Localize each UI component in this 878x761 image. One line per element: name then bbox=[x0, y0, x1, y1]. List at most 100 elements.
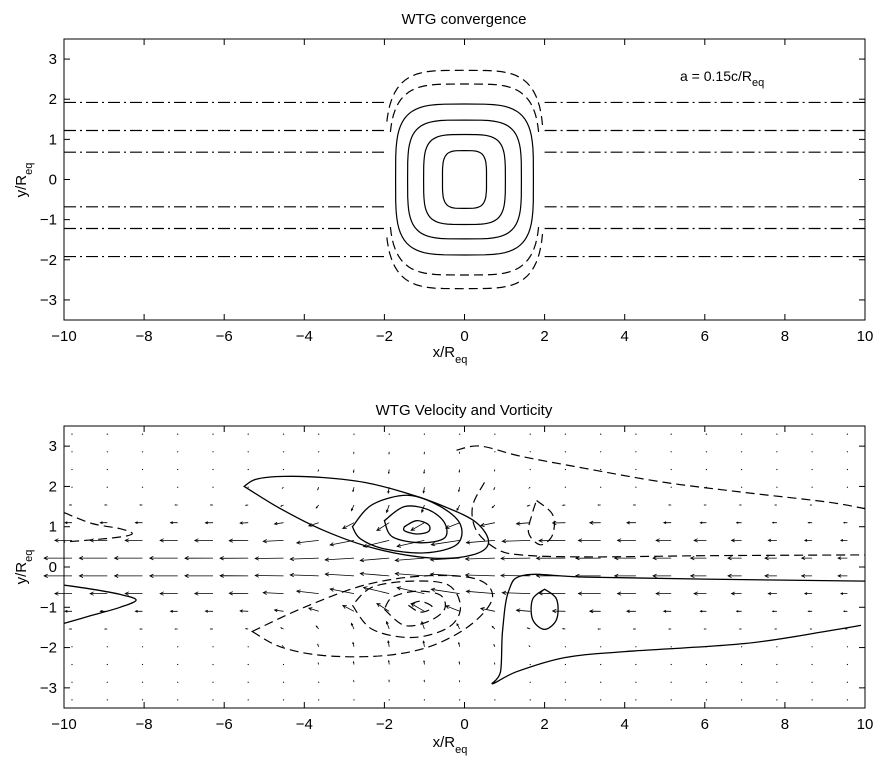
velocity-vector bbox=[458, 679, 461, 683]
y-tick-label: 0 bbox=[49, 559, 57, 576]
velocity-vector bbox=[247, 486, 249, 488]
velocity-vector bbox=[528, 645, 531, 648]
velocity-vector bbox=[134, 609, 143, 613]
velocity-vector bbox=[811, 433, 813, 435]
velocity-vector bbox=[811, 699, 813, 701]
velocity-vector bbox=[600, 663, 602, 666]
velocity-vector bbox=[600, 433, 602, 435]
velocity-vector bbox=[219, 556, 249, 561]
velocity-vector bbox=[159, 591, 178, 596]
x-tick-label: −8 bbox=[136, 716, 153, 733]
velocity-vector bbox=[600, 681, 602, 683]
velocity-vector bbox=[53, 591, 72, 596]
velocity-vector bbox=[635, 663, 637, 666]
velocity-vector bbox=[662, 609, 672, 613]
contour-line bbox=[63, 584, 137, 625]
velocity-vector bbox=[318, 451, 320, 453]
velocity-vector bbox=[561, 504, 566, 506]
velocity-vector bbox=[239, 609, 249, 613]
velocity-vector bbox=[741, 468, 743, 471]
y-tick-label: 3 bbox=[49, 438, 57, 455]
velocity-vector bbox=[169, 521, 178, 525]
velocity-vector bbox=[564, 699, 567, 701]
velocity-vector bbox=[811, 663, 813, 666]
y-axis-label-subscript: eq bbox=[23, 550, 35, 562]
contour-line bbox=[351, 580, 462, 639]
velocity-vector bbox=[71, 468, 73, 471]
velocity-vector bbox=[705, 699, 708, 701]
annotation-text: a = 0.15c/R bbox=[680, 68, 752, 84]
velocity-vector bbox=[538, 538, 566, 543]
velocity-vector bbox=[387, 640, 390, 647]
velocity-vector bbox=[564, 681, 567, 683]
contour-line bbox=[63, 512, 133, 543]
velocity-vector bbox=[670, 486, 672, 488]
velocity-vector bbox=[529, 451, 531, 453]
x-axis-label-text: x/R bbox=[433, 344, 456, 361]
velocity-vector bbox=[174, 628, 178, 630]
velocity-vector bbox=[491, 625, 496, 630]
axes-frame bbox=[63, 425, 866, 709]
velocity-vector bbox=[705, 451, 708, 453]
velocity-vector bbox=[141, 486, 144, 488]
x-tick-label: 6 bbox=[701, 328, 709, 345]
velocity-vector bbox=[444, 522, 460, 529]
velocity-vector bbox=[809, 628, 813, 630]
velocity-vector bbox=[670, 451, 672, 453]
velocity-vector bbox=[106, 433, 108, 435]
velocity-vector bbox=[464, 573, 495, 578]
velocity-vector bbox=[282, 468, 285, 471]
velocity-vector bbox=[735, 521, 742, 524]
svg-text:a = 0.15c/Req: a = 0.15c/Req bbox=[680, 68, 764, 89]
velocity-vector bbox=[280, 504, 284, 507]
velocity-vector bbox=[318, 699, 320, 701]
velocity-vector bbox=[104, 628, 108, 630]
velocity-vector bbox=[635, 699, 637, 701]
velocity-vector bbox=[741, 451, 743, 453]
velocity-vector bbox=[727, 573, 742, 578]
contour-line bbox=[406, 600, 434, 613]
velocity-vector bbox=[655, 538, 672, 543]
chart-title: WTG Velocity and Vorticity bbox=[376, 402, 553, 419]
velocity-vector bbox=[811, 486, 813, 488]
velocity-vector bbox=[329, 587, 355, 594]
contour-line bbox=[491, 573, 866, 685]
velocity-vector bbox=[273, 608, 284, 613]
velocity-vector bbox=[846, 468, 849, 471]
plot-area-top bbox=[63, 38, 866, 321]
velocity-vector bbox=[247, 451, 249, 453]
velocity-vector bbox=[359, 557, 390, 563]
velocity-vector bbox=[212, 663, 214, 666]
velocity-vector bbox=[289, 572, 319, 578]
velocity-vector bbox=[535, 556, 566, 561]
y-axis-label-text: y/R bbox=[13, 175, 30, 198]
velocity-vector bbox=[652, 573, 672, 578]
velocity-vector bbox=[837, 556, 848, 560]
velocity-vector bbox=[564, 646, 567, 648]
velocity-vector bbox=[494, 451, 496, 453]
velocity-vector bbox=[204, 521, 214, 525]
velocity-vector bbox=[106, 486, 108, 488]
velocity-vector bbox=[741, 699, 743, 701]
velocity-vector bbox=[212, 681, 214, 683]
velocity-vector bbox=[494, 699, 496, 701]
velocity-vector bbox=[68, 628, 72, 630]
velocity-vector bbox=[811, 468, 813, 471]
velocity-vector bbox=[635, 468, 637, 471]
velocity-vector bbox=[741, 433, 743, 435]
velocity-vector bbox=[803, 592, 813, 596]
velocity-vector bbox=[359, 571, 390, 577]
velocity-vector bbox=[421, 504, 425, 514]
velocity-vector bbox=[689, 556, 707, 561]
velocity-vector bbox=[352, 487, 355, 493]
velocity-vector bbox=[458, 641, 461, 647]
velocity-vector bbox=[244, 628, 249, 630]
velocity-vector bbox=[693, 538, 707, 543]
velocity-vector bbox=[774, 628, 777, 630]
velocity-vector bbox=[493, 643, 496, 647]
velocity-vector bbox=[423, 451, 425, 455]
velocity-vector bbox=[652, 556, 672, 561]
velocity-vector bbox=[423, 433, 425, 435]
velocity-vector bbox=[71, 681, 73, 683]
velocity-vector bbox=[635, 451, 637, 453]
